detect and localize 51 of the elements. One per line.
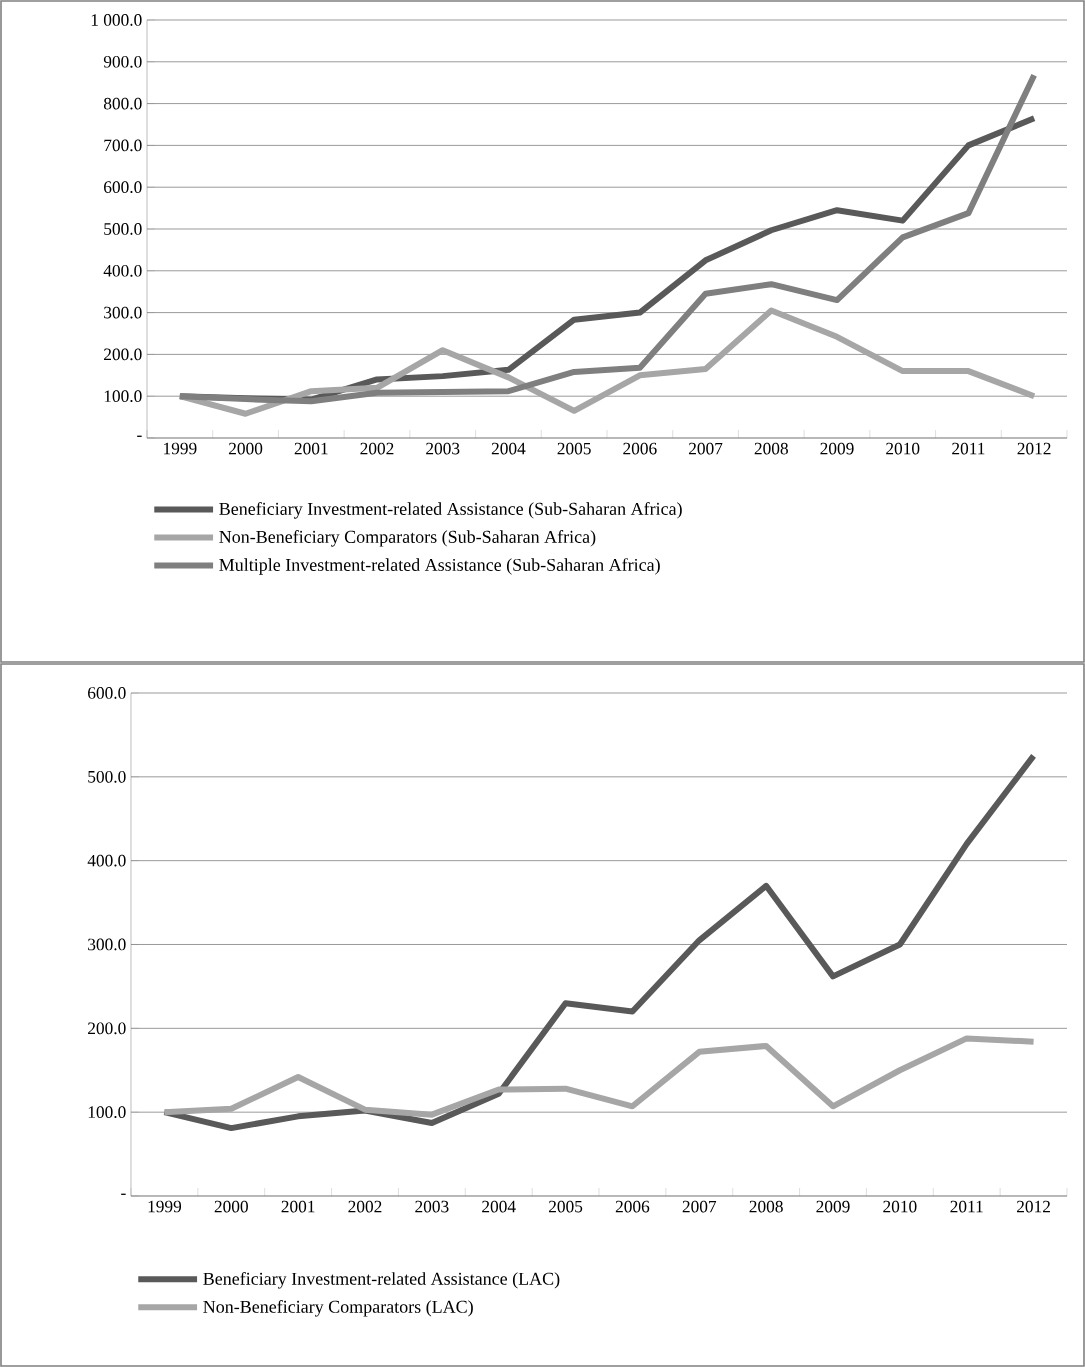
y-tick-label: 600.0 (104, 181, 142, 194)
legend-label: Beneficiary Investment-related Assistance (LAC) (203, 1272, 560, 1289)
y-tick-label: 500.0 (104, 223, 142, 235)
y-tick-label: 500.0 (88, 770, 126, 783)
y-tick-label: 600.0 (88, 687, 126, 699)
x-tick-label: 2011 (950, 1200, 983, 1213)
x-tick-label: 2006 (623, 442, 657, 455)
x-tick-label: 2003 (426, 442, 460, 455)
x-tick-label: 1999 (164, 442, 197, 455)
y-tick-label: 700.0 (104, 139, 142, 152)
x-tick-label: 2007 (682, 1200, 717, 1213)
x-tick-label: 2004 (491, 442, 526, 455)
x-tick-label: 2009 (820, 442, 854, 455)
x-tick-label: 2005 (557, 442, 591, 455)
x-tick-label: 2008 (749, 1200, 783, 1213)
x-tick-label: 2003 (415, 1200, 449, 1213)
x-tick-label: 2000 (214, 1200, 248, 1213)
x-tick-label: 2012 (1016, 1200, 1050, 1213)
y-tick-label: 400.0 (103, 264, 142, 277)
x-tick-label: 2012 (1017, 442, 1051, 455)
y-tick-label: - (121, 1193, 126, 1195)
y-tick-label: 100.0 (104, 390, 142, 403)
legend-label: Multiple Investment-related Assistance (Sub-Saharan Africa) (219, 558, 660, 575)
x-tick-label: 2010 (883, 1200, 917, 1213)
y-tick-label: 100.0 (88, 1106, 126, 1119)
y-tick-label: 900.0 (103, 55, 142, 68)
x-tick-label: 2009 (816, 1200, 850, 1213)
x-tick-label: 2001 (281, 1200, 315, 1213)
y-tick-label: 800.0 (103, 97, 142, 110)
x-tick-label: 2006 (615, 1200, 650, 1213)
x-tick-label: 2005 (548, 1200, 583, 1213)
x-tick-label: 2001 (294, 442, 328, 455)
x-tick-label: 2004 (482, 1200, 516, 1213)
x-tick-label: 2011 (952, 442, 985, 455)
x-tick-label: 2007 (688, 442, 723, 455)
y-tick-label: 300.0 (104, 306, 142, 319)
y-tick-label: 300.0 (88, 938, 126, 951)
legend-label: Non-Beneficiary Comparators (LAC) (203, 1300, 473, 1317)
legend-label: Non-Beneficiary Comparators (Sub-Saharan Africa) (219, 530, 596, 547)
x-tick-label: 2000 (228, 442, 263, 455)
x-tick-label: 2010 (886, 442, 920, 455)
y-tick-label: 1 000.0 (91, 14, 142, 26)
x-tick-label: 1999 (148, 1200, 182, 1213)
x-tick-label: 2002 (360, 442, 394, 455)
y-tick-label: 200.0 (104, 348, 142, 361)
y-tick-label: - (137, 435, 142, 437)
y-tick-label: 200.0 (88, 1022, 126, 1035)
x-tick-label: 2008 (754, 442, 788, 455)
legend-label: Beneficiary Investment-related Assistance (Sub-Saharan Africa) (219, 502, 682, 519)
x-tick-label: 2002 (348, 1200, 382, 1213)
y-tick-label: 400.0 (87, 854, 126, 867)
